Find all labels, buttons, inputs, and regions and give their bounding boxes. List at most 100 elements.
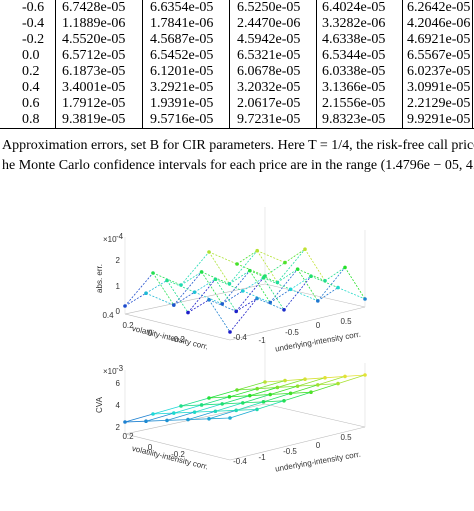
- surface-edge: [310, 383, 339, 393]
- z-axis-label: abs. err.: [95, 264, 104, 293]
- surface-edge: [229, 250, 258, 285]
- surface-point: [303, 247, 307, 251]
- surface-edge: [257, 250, 286, 263]
- surface-edge: [235, 298, 258, 312]
- surface-edge: [166, 411, 195, 421]
- x-tick-label: -0.2: [171, 450, 185, 459]
- column-rule: [316, 0, 317, 128]
- surface-point: [303, 377, 307, 382]
- surface-point: [241, 401, 245, 405]
- surface-point: [363, 373, 367, 377]
- surface-edge: [173, 291, 195, 306]
- surface-edge: [236, 381, 266, 391]
- exponent-base: ×10: [103, 367, 117, 376]
- surface-point: [275, 385, 280, 390]
- table-cell: 3.2921e-05: [150, 80, 214, 95]
- surface-edge: [208, 409, 237, 420]
- surface-edge: [324, 267, 346, 282]
- surface-edge: [187, 278, 216, 313]
- surface-edge: [152, 272, 175, 306]
- table-cell: 9.9291e-05: [407, 112, 471, 127]
- surface-point: [199, 403, 204, 407]
- table-cell: 1.7841e-06: [150, 16, 214, 31]
- surface-point: [268, 392, 273, 397]
- x-tick-label: 0: [148, 329, 153, 338]
- table-cell: 6.5344e-05: [322, 48, 386, 63]
- surface-point: [295, 384, 300, 388]
- surface-edge: [187, 299, 210, 313]
- surface-edge: [290, 391, 312, 394]
- axis-frame: [124, 433, 231, 461]
- column-rule: [229, 0, 230, 128]
- surface-edge: [242, 401, 264, 404]
- surface-edge: [194, 278, 216, 293]
- surface-point: [207, 396, 211, 400]
- surface-edge: [194, 403, 223, 413]
- surface-edge: [317, 267, 346, 302]
- surface-point: [179, 404, 183, 408]
- surface-edge: [152, 405, 182, 415]
- axis-frame: [124, 313, 231, 341]
- surface-edge: [283, 391, 312, 402]
- surface-edge: [166, 280, 189, 313]
- surface-edge: [263, 400, 285, 403]
- axis-frame: [264, 283, 366, 308]
- surface-edge: [194, 410, 216, 413]
- surface-edge: [304, 248, 326, 282]
- z-axis-label: CVA: [95, 396, 104, 413]
- surface-point: [199, 270, 204, 274]
- table-cell: 2.1556e-05: [322, 96, 386, 111]
- surface-point: [192, 290, 197, 294]
- table-cell: 9.8323e-05: [322, 112, 386, 127]
- x-axis-label: volatility-intensity corr.: [131, 444, 209, 472]
- table-cell: 3.2032e-05: [237, 80, 301, 95]
- surface-point: [255, 407, 259, 412]
- table-cell: 3.1366e-05: [322, 80, 386, 95]
- table-cell: 1.9391e-05: [150, 96, 214, 111]
- surface-point: [144, 419, 148, 424]
- y-tick-label: 0.5: [340, 317, 352, 326]
- surface-edge: [270, 392, 291, 395]
- surface-edge: [166, 419, 189, 421]
- surface-point: [323, 376, 327, 380]
- table-cell: 4.5687e-05: [150, 32, 214, 47]
- surface-edge: [236, 409, 258, 411]
- x-tick-label: 0.2: [122, 321, 134, 330]
- z-tick-label: 2: [116, 256, 121, 265]
- caption-line: he Monte Carlo confidence intervals for …: [2, 158, 474, 173]
- x-tick-label: 0.4: [102, 311, 114, 320]
- surface-point: [248, 393, 252, 398]
- surface-edge: [283, 275, 312, 311]
- surface-edge: [256, 298, 285, 311]
- surface-edge: [208, 389, 238, 399]
- exponent-base: ×10: [103, 235, 117, 244]
- surface-edge: [124, 272, 154, 307]
- surface-edge: [290, 384, 318, 394]
- surface-point: [228, 330, 232, 334]
- surface-edge: [263, 277, 291, 290]
- surface-point: [207, 417, 211, 421]
- surface-edge: [215, 402, 243, 412]
- surface-point: [268, 300, 273, 305]
- surface-point: [295, 267, 300, 271]
- surface-point: [186, 417, 190, 422]
- surface-edge: [317, 287, 339, 302]
- table-cell: 4.6338e-05: [322, 32, 386, 47]
- axis-frame: [264, 403, 366, 428]
- x-tick-label: -0.4: [233, 333, 247, 342]
- surface-point: [213, 277, 218, 282]
- surface-edge: [290, 275, 312, 290]
- y-tick-label: -1: [258, 453, 266, 462]
- surface-edge: [263, 277, 285, 311]
- surface-point: [165, 418, 169, 423]
- surface-edge: [145, 412, 174, 422]
- surface-edge: [277, 268, 298, 283]
- table-cell: 6.6354e-05: [150, 0, 214, 15]
- surface-point: [316, 299, 320, 303]
- surface-point: [213, 409, 218, 414]
- surface-edge: [124, 420, 147, 423]
- surface-edge: [187, 418, 210, 420]
- surface-point: [288, 287, 293, 292]
